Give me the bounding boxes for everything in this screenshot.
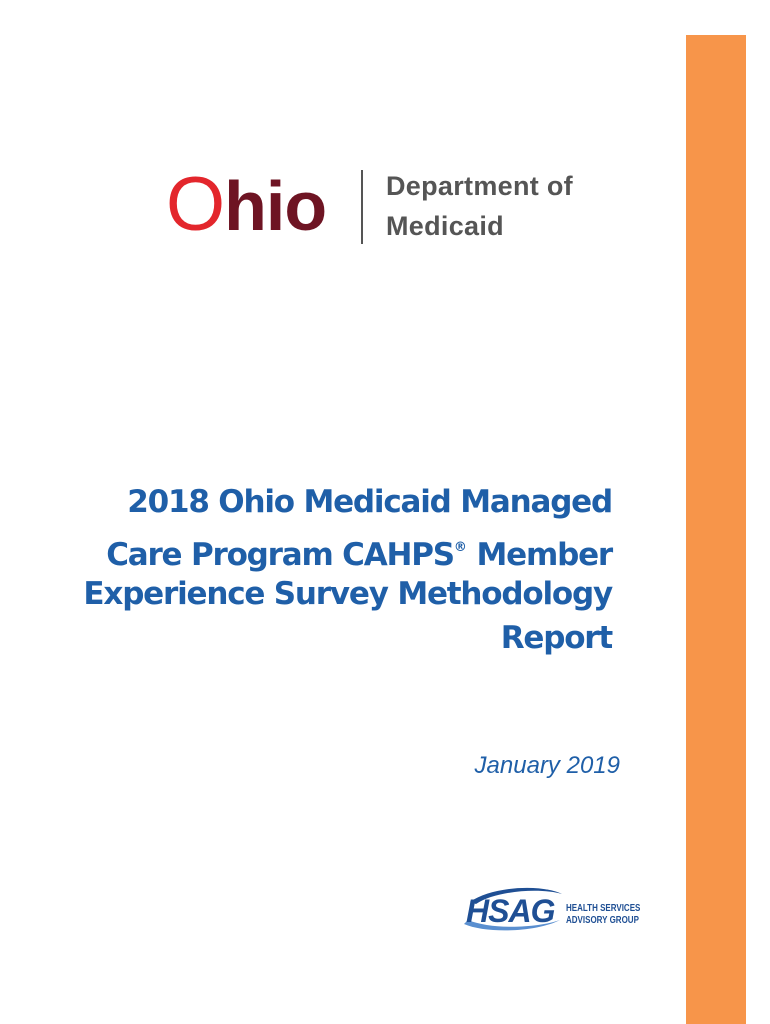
ohio-rest: hio	[224, 167, 327, 245]
ohio-initial: O	[166, 162, 225, 247]
orange-side-bar	[686, 35, 746, 1024]
title-text: Care Program CAHPS	[106, 537, 455, 573]
hsag-name: ADVISORY GROUP	[566, 915, 639, 926]
title-line: Report	[500, 620, 614, 656]
logo-divider	[361, 170, 363, 244]
registered-mark: ®	[453, 540, 467, 555]
hsag-acronym: HSAG	[466, 893, 555, 929]
swoosh-bottom	[464, 920, 560, 931]
department-line: Medicaid	[386, 211, 504, 241]
title-line: Experience Survey Methodology	[83, 576, 613, 612]
ohio-wordmark: Ohio	[166, 160, 327, 251]
swoosh-top	[470, 887, 562, 904]
report-date: January 2019	[474, 752, 620, 779]
hsag-name: HEALTH SERVICES	[566, 903, 641, 914]
title-text: Member	[466, 537, 614, 573]
title-line: 2018 Ohio Medicaid Managed	[127, 484, 613, 520]
title-line: Care Program CAHPS® Member	[106, 528, 614, 575]
department-line: Department of	[386, 171, 573, 201]
hsag-swoosh	[464, 887, 562, 931]
